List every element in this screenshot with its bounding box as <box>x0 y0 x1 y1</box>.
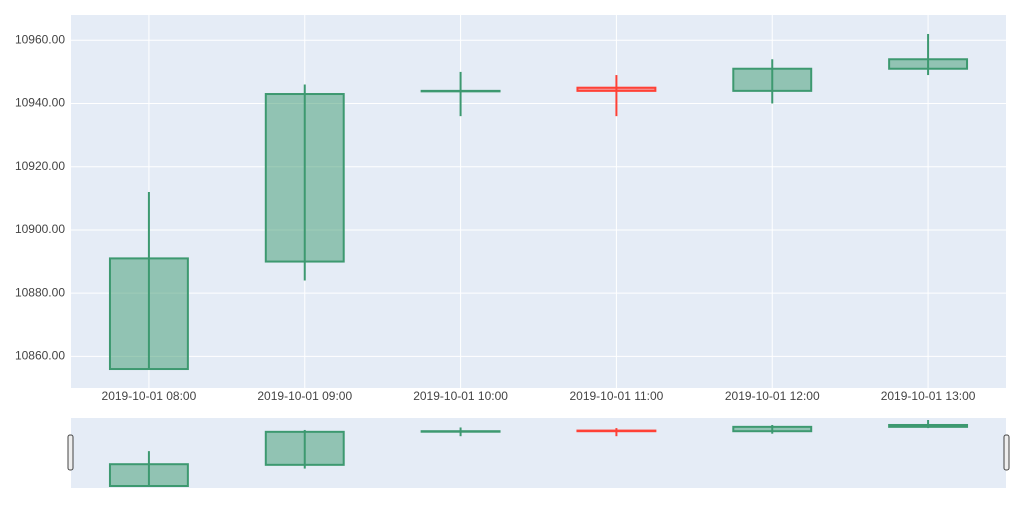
candle-body <box>264 93 345 263</box>
y-tick-label: 10940.00 <box>15 96 65 110</box>
x-tick-label: 2019-10-01 09:00 <box>257 389 352 403</box>
x-tick-label: 2019-10-01 08:00 <box>102 389 197 403</box>
y-tick-label: 10900.00 <box>15 222 65 236</box>
y-tick-label: 10880.00 <box>15 285 65 299</box>
plot-area <box>71 15 1006 388</box>
candle-body <box>576 429 657 433</box>
candle-body <box>420 430 501 433</box>
x-tick-label: 2019-10-01 12:00 <box>725 389 820 403</box>
candle-body <box>108 463 189 488</box>
slider-handle[interactable] <box>67 434 74 471</box>
x-tick-label: 2019-10-01 11:00 <box>569 389 663 403</box>
candle-body <box>576 86 657 92</box>
y-tick-label: 10860.00 <box>15 349 65 363</box>
candle-body <box>420 89 501 93</box>
x-tick-label: 2019-10-01 10:00 <box>413 389 508 403</box>
x-tick-label: 2019-10-01 13:00 <box>881 389 976 403</box>
y-tick-label: 10920.00 <box>15 159 65 173</box>
y-tick-label: 10960.00 <box>15 32 65 46</box>
candle-body <box>732 425 813 433</box>
candle-body <box>888 58 969 70</box>
candle-body <box>732 67 813 92</box>
candle-body <box>108 257 189 371</box>
slider-handle[interactable] <box>1003 434 1010 471</box>
candle-body <box>888 423 969 428</box>
range-slider[interactable] <box>71 418 1006 488</box>
candle-body <box>264 430 345 466</box>
